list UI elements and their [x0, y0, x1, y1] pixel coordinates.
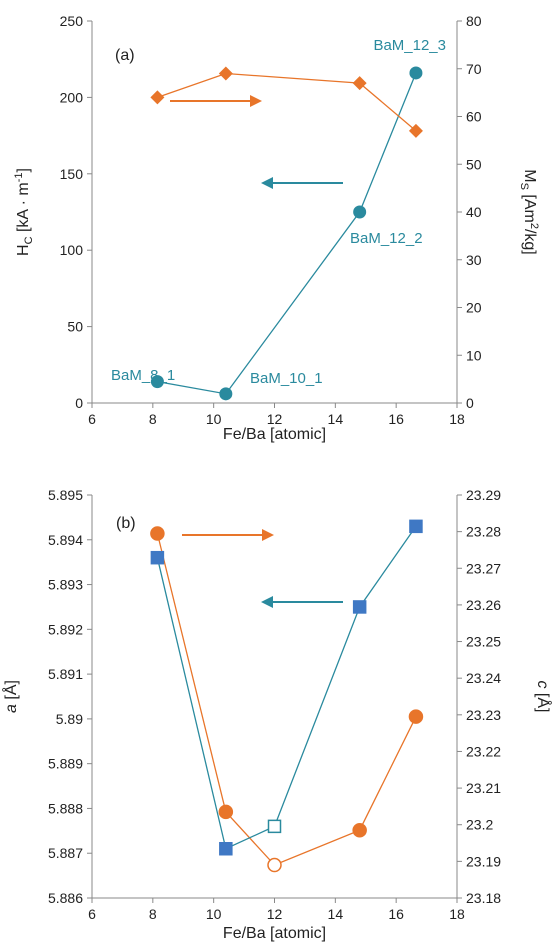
c-point	[352, 822, 367, 838]
y-right-tick-label: 23.23	[466, 707, 501, 723]
y-left-tick-label: 5.887	[48, 845, 83, 861]
y-right-tick-label: 23.25	[466, 634, 501, 650]
x-tick-label: 18	[449, 906, 465, 922]
y-right-tick-label: 50	[466, 156, 482, 172]
panel-a: 6 8 10 12 14 16 180501001502002500102030405060…	[13, 13, 540, 443]
y-right-tick-label: 23.24	[466, 670, 501, 686]
y-left-tick-label: 5.886	[48, 890, 83, 906]
y-left-tick-label: 5.894	[48, 532, 83, 548]
x-tick-label: 18	[449, 411, 465, 427]
ms-point	[218, 66, 233, 81]
y-right-axis-label: c [Å]	[534, 680, 553, 712]
c-point	[267, 857, 282, 873]
y-right-tick-label: 23.18	[466, 890, 501, 906]
y-right-tick-label: 20	[466, 300, 482, 316]
y-left-tick-label: 5.889	[48, 756, 83, 772]
x-tick-label: 10	[206, 411, 222, 427]
y-right-tick-label: 23.19	[466, 853, 501, 869]
y-left-tick-label: 5.892	[48, 621, 83, 637]
y-left-tick-label: 5.89	[56, 711, 83, 727]
y-right-tick-label: 23.21	[466, 780, 501, 796]
hc-point	[409, 66, 423, 80]
y-left-tick-label: 0	[75, 395, 83, 411]
y-right-tick-label: 23.27	[466, 560, 501, 576]
y-right-tick-label: 80	[466, 13, 482, 29]
hc-point	[353, 205, 367, 219]
y-right-tick-label: 23.22	[466, 743, 501, 759]
sample-annotation: BaM_12_2	[350, 230, 423, 247]
x-tick-label: 12	[267, 906, 283, 922]
a-point	[352, 600, 367, 614]
y-left-axis-label: HC [kA · m-1]	[13, 168, 35, 256]
y-right-tick-label: 10	[466, 347, 482, 363]
ms-axis-arrow-head	[250, 95, 262, 107]
hc-point	[150, 375, 164, 389]
a-axis-arrow-head	[261, 596, 273, 608]
y-left-tick-label: 200	[60, 89, 84, 105]
ms-point	[352, 76, 367, 91]
x-axis-label: Fe/Ba [atomic]	[223, 925, 326, 942]
y-left-tick-label: 5.888	[48, 800, 83, 816]
panel-label-b: (b)	[116, 515, 136, 532]
hc-series-line	[157, 72, 417, 395]
x-tick-label: 14	[328, 906, 344, 922]
c-axis-arrow-head	[262, 529, 274, 541]
x-tick-label: 12	[267, 411, 283, 427]
y-left-axis-label: a [Å]	[1, 680, 20, 713]
y-right-tick-label: 23.28	[466, 524, 501, 540]
y-left-tick-label: 150	[60, 166, 84, 182]
a-point	[409, 519, 423, 534]
c-point	[218, 804, 234, 820]
x-tick-label: 16	[388, 411, 404, 427]
sample-annotation: BaM_8_1	[111, 367, 175, 384]
ms-point	[150, 90, 165, 105]
y-left-tick-label: 50	[67, 319, 83, 335]
x-tick-label: 8	[149, 411, 157, 427]
ms-series-line	[157, 72, 417, 132]
hc-point	[219, 387, 233, 401]
x-axis-label: Fe/Ba [atomic]	[223, 426, 326, 443]
x-tick-label: 10	[206, 906, 222, 922]
panel-b: 6 8 10 12 14 16 18 5.886 5.887 5.888 5.889 5.89 5.89…	[1, 487, 553, 942]
y-left-tick-label: 5.891	[48, 666, 83, 682]
y-right-tick-label: 0	[466, 395, 474, 411]
y-left-tick-label: 100	[60, 242, 84, 258]
c-series-line	[156, 533, 417, 866]
x-tick-label: 6	[88, 906, 96, 922]
y-right-tick-label: 40	[466, 204, 482, 220]
a-point	[219, 841, 233, 856]
x-tick-label: 8	[149, 906, 157, 922]
y-right-tick-label: 23.2	[466, 817, 493, 833]
y-left-tick-label: 5.895	[48, 487, 83, 503]
a-point	[150, 550, 165, 565]
x-tick-label: 16	[388, 906, 404, 922]
a-point	[267, 819, 282, 834]
y-right-tick-label: 30	[466, 252, 482, 268]
y-right-tick-label: 60	[466, 109, 482, 125]
ms-point	[408, 123, 423, 138]
y-right-tick-label: 23.29	[466, 487, 501, 503]
y-left-tick-label: 250	[60, 13, 84, 29]
c-point	[150, 526, 165, 541]
hc-axis-arrow-head	[261, 177, 273, 189]
x-tick-label: 14	[328, 411, 344, 427]
sample-annotation: BaM_12_3	[373, 37, 446, 54]
y-right-tick-label: 70	[466, 61, 482, 77]
panel-label-a: (a)	[115, 47, 135, 64]
y-right-tick-label: 23.26	[466, 597, 501, 613]
x-tick-label: 6	[88, 411, 96, 427]
c-point	[408, 709, 424, 724]
sample-annotation: BaM_10_1	[250, 370, 323, 387]
y-right-axis-label: MS [Am2/kg]	[518, 169, 540, 254]
a-series-line	[156, 525, 417, 850]
y-left-tick-label: 5.893	[48, 577, 83, 593]
